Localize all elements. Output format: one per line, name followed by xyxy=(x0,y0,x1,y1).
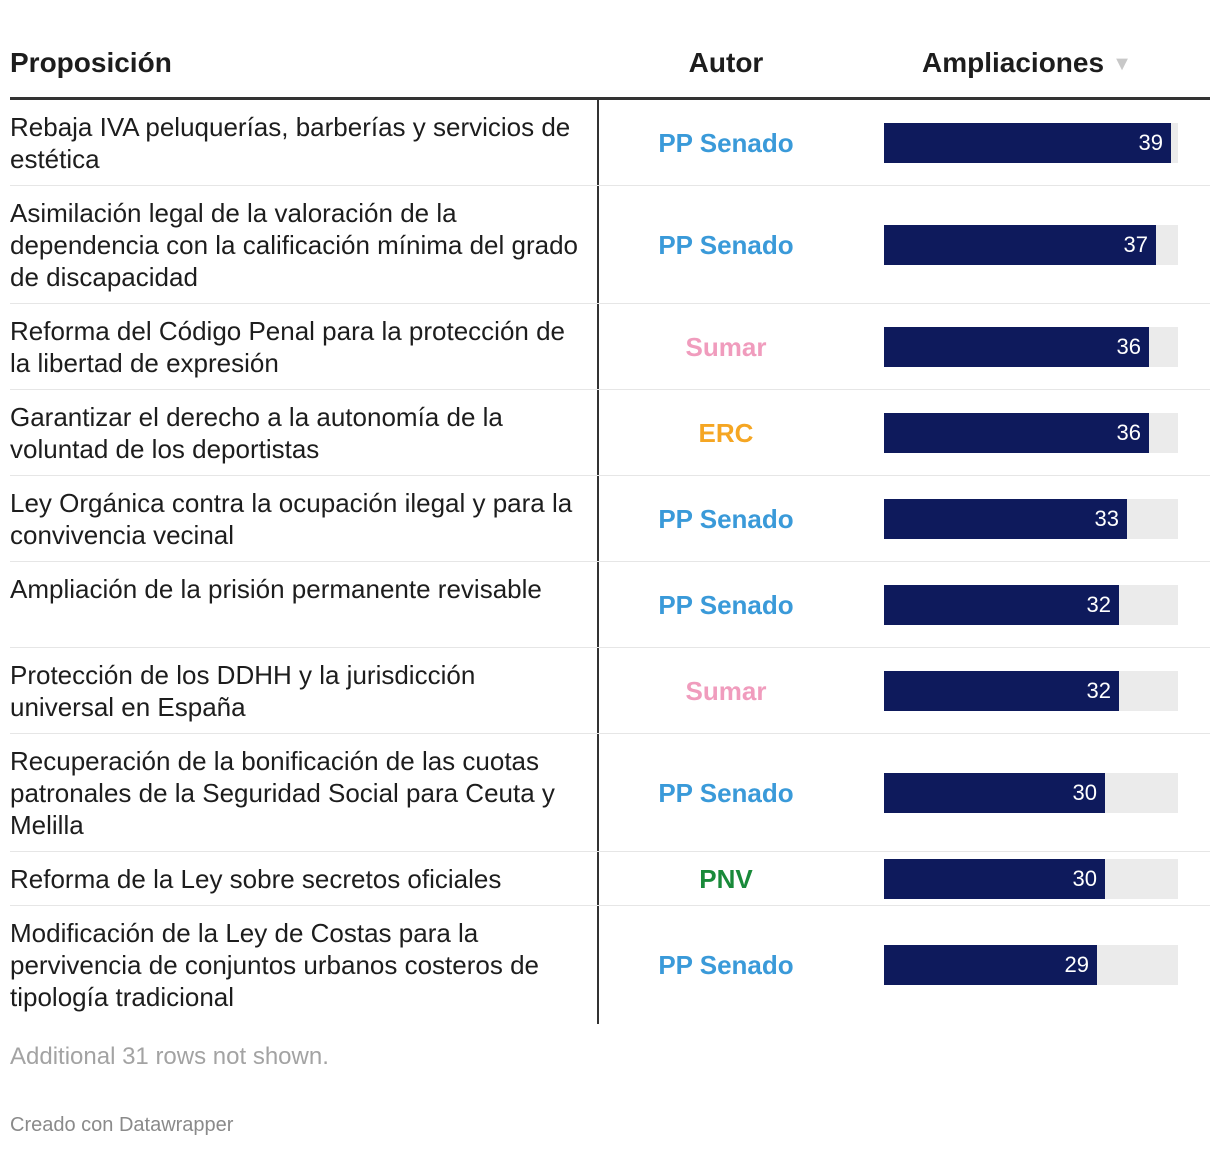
bar-fill xyxy=(884,585,1119,625)
column-divider xyxy=(597,476,599,561)
table-row: Ampliación de la prisión permanente revi… xyxy=(10,562,1210,648)
column-divider xyxy=(597,100,599,185)
column-divider xyxy=(597,562,599,647)
column-divider xyxy=(597,186,599,303)
table-row: Reforma del Código Penal para la protecc… xyxy=(10,304,1210,390)
cell-proposicion: Reforma del Código Penal para la protecc… xyxy=(10,316,566,378)
cell-proposicion: Modificación de la Ley de Costas para la… xyxy=(10,918,539,1012)
bar-fill xyxy=(884,773,1105,813)
bar-track: 29 xyxy=(884,945,1178,985)
bar-track: 37 xyxy=(884,225,1178,265)
footer-credit: Creado con Datawrapper xyxy=(10,1114,234,1136)
bar-fill xyxy=(884,413,1149,453)
bar-value-label: 36 xyxy=(1116,334,1141,359)
bar-value-label: 32 xyxy=(1086,678,1111,703)
header-ampliaciones-label: Ampliaciones xyxy=(922,47,1105,78)
bar-fill xyxy=(884,859,1105,899)
column-divider xyxy=(597,648,599,733)
bar-value-label: 32 xyxy=(1086,592,1111,617)
table-body: Rebaja IVA peluquerías, barberías y serv… xyxy=(10,100,1210,1024)
bar-fill xyxy=(884,327,1149,367)
table-row: Modificación de la Ley de Costas para la… xyxy=(10,906,1210,1024)
cell-autor: PP Senado xyxy=(658,590,794,620)
cell-proposicion: Ley Orgánica contra la ocupación ilegal … xyxy=(10,488,573,550)
column-divider xyxy=(597,734,599,851)
cell-proposicion: Asimilación legal de la valoración de la… xyxy=(10,198,579,292)
bar-value-label: 39 xyxy=(1138,130,1163,155)
bar-track: 30 xyxy=(884,859,1178,899)
cell-autor: PP Senado xyxy=(658,778,794,808)
table-row: Recuperación de la bonificación de las c… xyxy=(10,734,1210,852)
table-row: Garantizar el derecho a la autonomía de … xyxy=(10,390,1210,476)
table-header: Proposición Autor Ampliaciones ▼ xyxy=(10,0,1210,100)
cell-proposicion: Garantizar el derecho a la autonomía de … xyxy=(10,402,503,464)
data-table: Proposición Autor Ampliaciones ▼ Rebaja I… xyxy=(10,0,1210,1024)
cell-proposicion: Reforma de la Ley sobre secretos oficial… xyxy=(10,864,502,894)
column-divider xyxy=(597,852,599,905)
cell-autor: ERC xyxy=(698,418,754,448)
cell-autor: PP Senado xyxy=(658,504,794,534)
bar-track: 36 xyxy=(884,413,1178,453)
bar-value-label: 36 xyxy=(1116,420,1141,445)
header-proposicion[interactable]: Proposición xyxy=(10,47,172,78)
cell-proposicion: Ampliación de la prisión permanente revi… xyxy=(10,574,542,604)
cell-autor: PP Senado xyxy=(658,950,794,980)
bar-fill xyxy=(884,123,1171,163)
bar-track: 32 xyxy=(884,585,1178,625)
bar-value-label: 29 xyxy=(1064,952,1089,977)
header-ampliaciones[interactable]: Ampliaciones ▼ xyxy=(922,44,1132,85)
table-row: Reforma de la Ley sobre secretos oficial… xyxy=(10,852,1210,906)
bar-track: 39 xyxy=(884,123,1178,163)
sort-descending-icon[interactable]: ▼ xyxy=(1112,53,1132,75)
bar-track: 33 xyxy=(884,499,1178,539)
cell-autor: Sumar xyxy=(685,676,767,706)
table-notes: Additional 31 rows not shown. xyxy=(10,1043,329,1070)
bar-value-label: 30 xyxy=(1072,866,1097,891)
cell-autor: PNV xyxy=(699,864,753,894)
bar-value-label: 30 xyxy=(1072,780,1097,805)
header-autor[interactable]: Autor xyxy=(688,47,764,78)
table-row: Protección de los DDHH y la jurisdicción… xyxy=(10,648,1210,734)
bar-track: 30 xyxy=(884,773,1178,813)
bar-fill xyxy=(884,499,1127,539)
table-row: Ley Orgánica contra la ocupación ilegal … xyxy=(10,476,1210,562)
bar-track: 32 xyxy=(884,671,1178,711)
cell-autor: Sumar xyxy=(685,332,767,362)
table-row: Asimilación legal de la valoración de la… xyxy=(10,186,1210,304)
cell-proposicion: Recuperación de la bonificación de las c… xyxy=(10,746,555,840)
table-row: Rebaja IVA peluquerías, barberías y serv… xyxy=(10,100,1210,186)
column-divider xyxy=(597,906,599,1024)
cell-autor: PP Senado xyxy=(658,230,794,260)
column-divider xyxy=(597,304,599,389)
bar-fill xyxy=(884,671,1119,711)
cell-proposicion: Protección de los DDHH y la jurisdicción… xyxy=(10,660,476,722)
bar-fill xyxy=(884,225,1156,265)
bar-value-label: 37 xyxy=(1123,232,1148,257)
bar-value-label: 33 xyxy=(1094,506,1119,531)
column-divider xyxy=(597,390,599,475)
bar-fill xyxy=(884,945,1097,985)
bar-track: 36 xyxy=(884,327,1178,367)
cell-autor: PP Senado xyxy=(658,128,794,158)
cell-proposicion: Rebaja IVA peluquerías, barberías y serv… xyxy=(10,112,571,174)
